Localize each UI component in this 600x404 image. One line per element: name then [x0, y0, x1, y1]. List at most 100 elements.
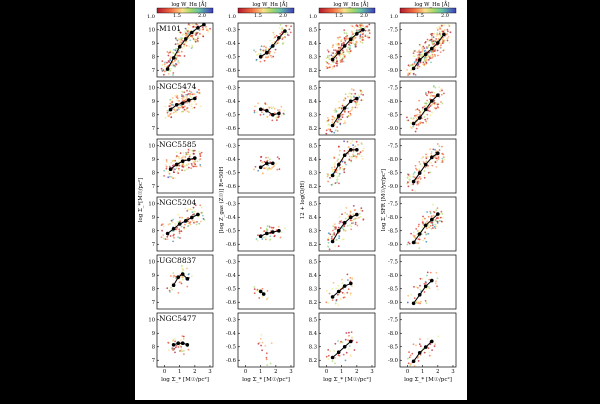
data-point	[351, 140, 354, 142]
data-point	[360, 23, 363, 26]
data-point	[172, 74, 174, 76]
data-point	[361, 158, 364, 160]
data-point	[343, 171, 346, 174]
data-point	[193, 40, 196, 42]
data-point	[182, 110, 185, 113]
ytick-label: -0.3	[226, 86, 236, 92]
trend-marker	[193, 156, 197, 160]
data-point	[334, 356, 337, 359]
data-point	[355, 155, 358, 158]
data-point	[187, 222, 190, 225]
data-point	[270, 342, 273, 344]
data-point	[429, 171, 432, 174]
data-point	[438, 31, 441, 33]
data-point	[426, 271, 429, 274]
ytick-label: 8.3	[309, 171, 317, 177]
panel-NGC5204-c3: 8.28.38.48.5	[309, 196, 376, 252]
data-point	[183, 169, 186, 172]
data-point	[436, 29, 439, 31]
figure-page: log W_Hα [Å] 1.0 1.5 2.0 log W_Hα [Å] 1.0 1.5 2…	[135, 0, 467, 400]
data-point	[259, 114, 262, 116]
data-point	[340, 46, 342, 49]
data-point	[344, 111, 346, 113]
data-point	[434, 107, 437, 110]
data-point	[350, 228, 353, 231]
data-point	[422, 45, 425, 48]
data-point	[441, 145, 443, 148]
data-point	[164, 105, 167, 108]
data-point	[161, 63, 164, 66]
data-point	[170, 64, 173, 67]
data-point	[429, 57, 431, 60]
data-point	[412, 231, 415, 234]
data-point	[427, 91, 430, 94]
data-point	[325, 132, 328, 135]
data-point	[331, 170, 334, 173]
data-point	[416, 58, 419, 60]
data-point	[265, 352, 268, 355]
ytick-label: 8	[152, 229, 155, 235]
trend-marker	[271, 230, 275, 234]
data-point	[347, 50, 350, 53]
trend-marker	[171, 283, 176, 288]
data-point	[253, 111, 256, 114]
data-point	[432, 227, 434, 229]
data-point	[435, 209, 438, 212]
data-point	[344, 104, 347, 106]
data-point	[410, 117, 412, 120]
data-point	[407, 119, 410, 122]
data-point	[433, 156, 436, 159]
data-point	[268, 54, 271, 57]
data-point	[410, 293, 412, 296]
trend-marker	[342, 284, 347, 288]
ytick-label: 10	[148, 28, 155, 34]
data-point	[368, 23, 371, 26]
data-point	[189, 153, 192, 156]
data-point	[190, 91, 193, 94]
data-point	[178, 108, 180, 111]
data-point	[350, 331, 353, 333]
data-point	[160, 67, 163, 70]
data-point	[328, 248, 331, 251]
data-point	[337, 36, 339, 39]
data-point	[333, 166, 336, 168]
data-point	[423, 58, 426, 60]
data-point	[418, 235, 421, 238]
data-point	[338, 175, 340, 177]
data-point	[338, 154, 341, 156]
data-point	[360, 99, 363, 102]
data-point	[358, 212, 361, 215]
data-point	[180, 345, 182, 348]
data-point	[337, 42, 340, 45]
data-point	[347, 37, 349, 40]
data-point	[167, 341, 169, 344]
data-point	[416, 302, 418, 304]
data-point	[341, 227, 344, 229]
data-point	[253, 109, 256, 112]
data-point	[348, 42, 351, 45]
data-point	[327, 302, 329, 304]
data-point	[187, 348, 190, 351]
data-point	[180, 282, 183, 285]
data-point	[268, 106, 271, 109]
panel-frame	[399, 312, 457, 368]
data-point	[205, 25, 207, 28]
galaxy-label: NGC5204	[159, 198, 197, 207]
trend-marker	[174, 103, 179, 107]
data-point	[266, 167, 269, 170]
data-point	[183, 226, 185, 229]
data-point	[418, 109, 421, 112]
trend-marker	[342, 153, 347, 157]
data-point	[354, 221, 357, 224]
data-point	[413, 286, 415, 288]
data-point	[180, 339, 182, 342]
data-point	[209, 27, 211, 30]
data-point	[261, 349, 263, 352]
data-point	[173, 171, 175, 174]
trend-marker	[336, 50, 341, 55]
data-point	[430, 94, 432, 97]
data-point	[425, 59, 428, 62]
data-point	[268, 167, 271, 170]
data-point	[284, 33, 286, 36]
data-point	[331, 67, 334, 70]
